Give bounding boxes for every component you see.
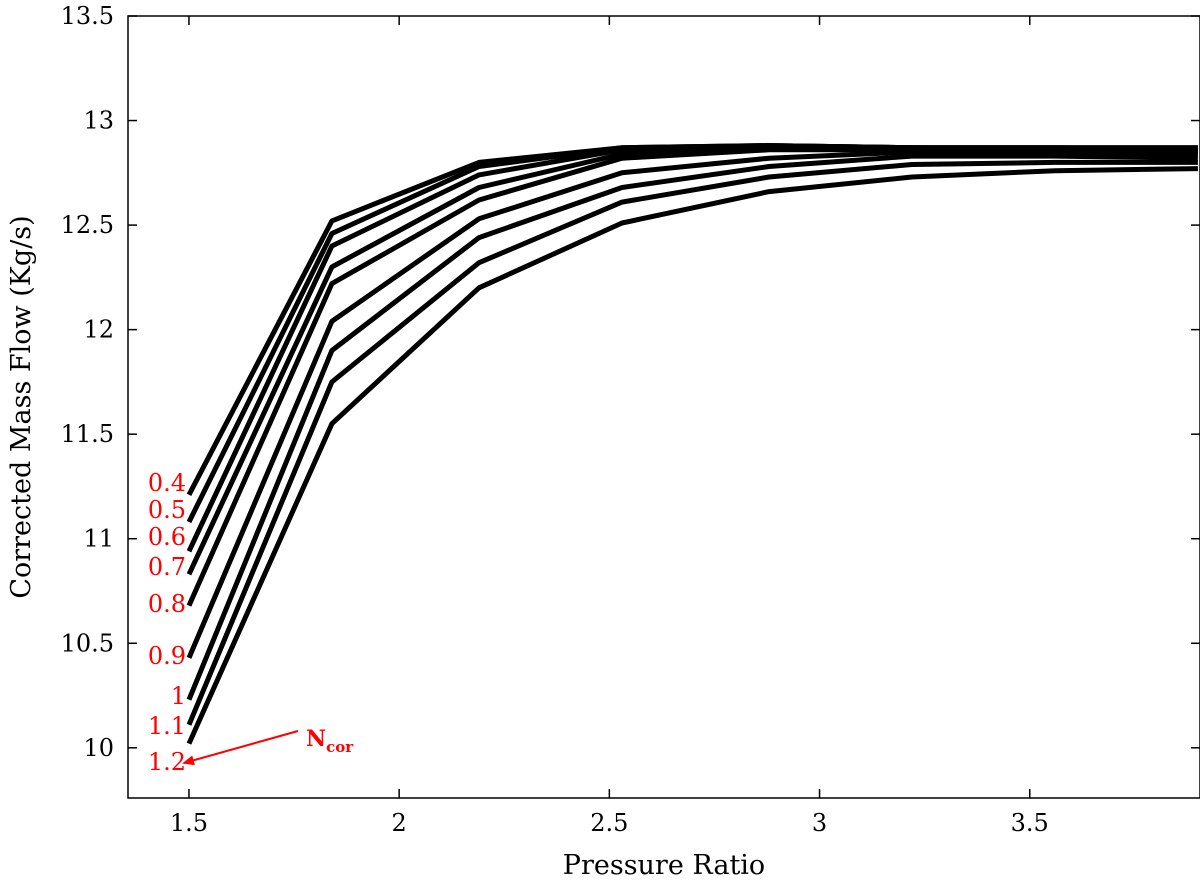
y-tick-label: 12 <box>83 316 114 344</box>
y-tick-label: 11.5 <box>61 420 114 448</box>
y-tick-label: 12.5 <box>61 211 114 239</box>
speed-label-0.8: 0.8 <box>148 590 186 618</box>
series-line-1.2 <box>186 166 1198 745</box>
series-line-0.7 <box>186 145 1198 576</box>
ncor-annotation: Ncor <box>182 726 354 766</box>
series-line-1 <box>186 153 1198 701</box>
y-tick-label: 10.5 <box>61 629 114 657</box>
plot-frame <box>127 15 1200 799</box>
speed-label-1.2: 1.2 <box>148 748 186 776</box>
ncor-arrow <box>182 730 299 766</box>
speed-labels: 0.40.50.60.7 0.8 0.9 11.1 1.2 <box>148 469 186 776</box>
x-tick-label: 2.5 <box>590 809 628 837</box>
y-tick-label: 10 <box>83 734 114 762</box>
series-line-0.9 <box>186 149 1198 659</box>
series-line-1.1 <box>186 159 1198 726</box>
y-tick-label: 11 <box>83 525 114 553</box>
y-axis-title: Corrected Mass Flow (Kg/s) <box>6 215 37 598</box>
speed-label-0.7: 0.7 <box>148 553 186 581</box>
speed-label-0.6: 0.6 <box>148 523 186 551</box>
speed-label-1: 1 <box>171 682 186 710</box>
speed-label-0.4: 0.4 <box>148 469 186 497</box>
series-line-0.4 <box>186 143 1198 496</box>
y-tick-label: 13 <box>83 107 114 135</box>
x-tick-label: 1.5 <box>170 809 208 837</box>
speed-label-1.1: 1.1 <box>148 712 186 740</box>
speed-label-0.9: 0.9 <box>148 642 186 670</box>
series-line-0.5 <box>186 143 1198 524</box>
series-lines <box>186 143 1198 745</box>
speed-label-0.5: 0.5 <box>148 496 186 524</box>
ncor-label: Ncor <box>306 726 354 756</box>
x-tick-label: 3.5 <box>1011 809 1049 837</box>
y-tick-label: 13.5 <box>61 2 114 30</box>
x-tick-label: 2 <box>392 809 407 837</box>
x-axis-title: Pressure Ratio <box>563 850 765 881</box>
x-tick-label: 3 <box>812 809 827 837</box>
